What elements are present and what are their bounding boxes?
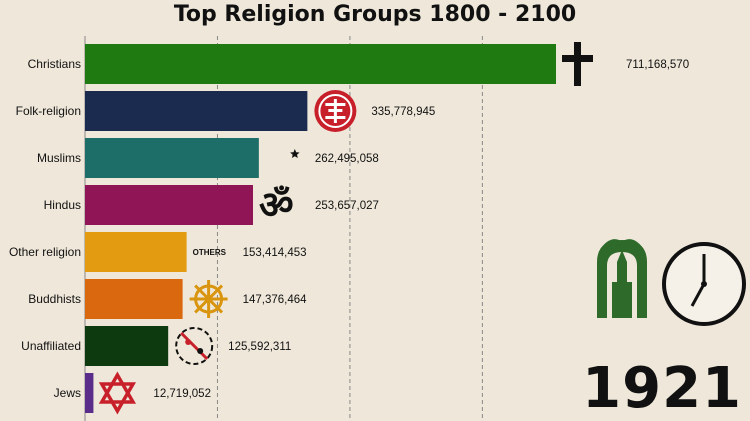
bar-jews (85, 373, 94, 413)
crescent-star-icon (270, 140, 300, 176)
bar-hindus (85, 185, 253, 225)
bar-buddhists (85, 279, 183, 319)
category-labels: Christians Folk-religion Muslims Hindus Othe… (9, 57, 81, 400)
bar-christians (85, 44, 556, 84)
category-label: Unaffiliated (21, 339, 81, 353)
bar-folk-religion (85, 91, 308, 131)
category-label: Muslims (37, 151, 81, 165)
category-label: Hindus (44, 198, 81, 212)
value-label: 262,495,058 (315, 153, 379, 165)
value-labels: 711,168,570 335,778,945 262,495,058 253,657… (153, 59, 689, 400)
mosque-logo-icon (597, 239, 647, 318)
category-label: Buddhists (28, 292, 81, 306)
value-label: 12,719,052 (153, 388, 211, 400)
clock-icon (662, 242, 746, 326)
others-text-icon: OTHERS (193, 248, 227, 257)
year-label: 1921 (582, 356, 742, 421)
svg-text:OTHERS: OTHERS (193, 248, 227, 257)
bar-unaffiliated (85, 326, 169, 366)
category-label: Christians (28, 57, 81, 71)
bar-other-religion (85, 232, 187, 272)
value-label: 711,168,570 (626, 59, 689, 71)
value-label: 335,778,945 (371, 106, 435, 118)
bars (85, 44, 556, 413)
shou-symbol-icon (314, 90, 357, 132)
bar-icons: ॐ OTHERS (98, 42, 593, 415)
value-label: 153,414,453 (243, 247, 307, 259)
cross-icon (562, 42, 593, 86)
dharma-wheel-icon (189, 280, 228, 318)
star-of-david-icon (98, 371, 137, 415)
category-label: Jews (54, 386, 81, 400)
chart-title: Top Religion Groups 1800 - 2100 (173, 2, 577, 27)
svg-text:ॐ: ॐ (259, 183, 294, 227)
value-label: 125,592,311 (228, 341, 291, 353)
value-label: 253,657,027 (315, 200, 379, 212)
bar-muslims (85, 138, 259, 178)
value-label: 147,376,464 (243, 294, 308, 306)
category-label: Folk-religion (16, 104, 81, 118)
unaffiliated-symbols-icon (175, 327, 214, 365)
om-icon: ॐ (259, 183, 294, 227)
category-label: Other religion (9, 245, 81, 259)
